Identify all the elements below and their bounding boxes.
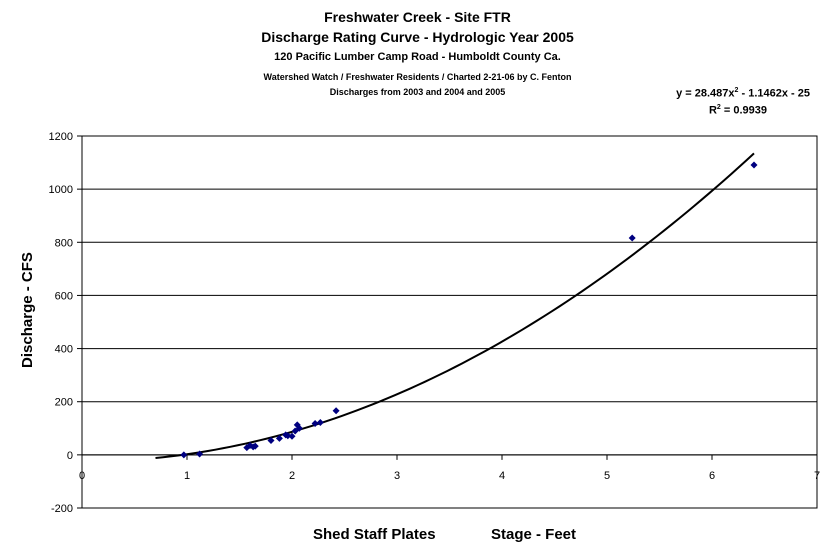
x-tick-label: 2	[289, 470, 295, 482]
x-tick-label: 0	[79, 470, 85, 482]
y-tick-label: -200	[51, 503, 73, 515]
x-axis: 0 1 2 3 4 5 6 7	[79, 454, 820, 482]
data-point	[251, 442, 259, 450]
y-tick-label: 1200	[49, 131, 73, 143]
data-point	[284, 432, 292, 440]
plot-area	[81, 135, 818, 509]
data-point	[311, 420, 319, 428]
x-tick-label: 7	[814, 470, 820, 482]
data-point	[628, 234, 636, 242]
data-points	[180, 161, 758, 459]
x-tick-label: 1	[184, 470, 190, 482]
y-axis-label: Discharge - CFS	[19, 252, 36, 368]
trendline	[155, 152, 755, 459]
chart-title: Freshwater Creek - Site FTR	[324, 9, 511, 25]
chart-subtitle: Discharge Rating Curve - Hydrologic Year…	[261, 29, 574, 45]
x-axis-label-staff-plates: Shed Staff Plates	[313, 526, 436, 543]
x-tick-label: 5	[604, 470, 610, 482]
y-axis: -200 0 200 400 600 800 1000 1200	[49, 131, 82, 515]
data-point	[267, 437, 275, 445]
chart-credits: Watershed Watch / Freshwater Residents /…	[263, 72, 572, 82]
x-axis-label-stage: Stage - Feet	[491, 526, 577, 543]
trendline-r-squared: R2 = 0.9939	[708, 104, 767, 117]
x-tick-label: 4	[499, 470, 505, 482]
chart-location: 120 Pacific Lumber Camp Road - Humboldt …	[274, 51, 561, 63]
y-tick-label: 600	[55, 290, 73, 302]
trendline-equation: y = 28.487x2 - 1.1462x - 25	[676, 87, 810, 100]
y-tick-label: 0	[67, 450, 73, 462]
data-point	[295, 424, 303, 432]
data-point	[275, 434, 283, 442]
data-point	[316, 418, 324, 426]
x-tick-label: 6	[709, 470, 715, 482]
gridlines	[82, 188, 817, 456]
x-tick-label: 3	[394, 470, 400, 482]
data-point	[750, 161, 758, 169]
data-point	[288, 432, 296, 440]
y-tick-label: 800	[55, 237, 73, 249]
data-point	[332, 407, 340, 415]
chart-data-note: Discharges from 2003 and 2004 and 2005	[329, 87, 506, 97]
data-point	[180, 451, 188, 459]
y-tick-label: 200	[55, 397, 73, 409]
y-tick-label: 400	[55, 344, 73, 356]
y-tick-label: 1000	[49, 184, 73, 196]
data-point	[196, 450, 204, 458]
